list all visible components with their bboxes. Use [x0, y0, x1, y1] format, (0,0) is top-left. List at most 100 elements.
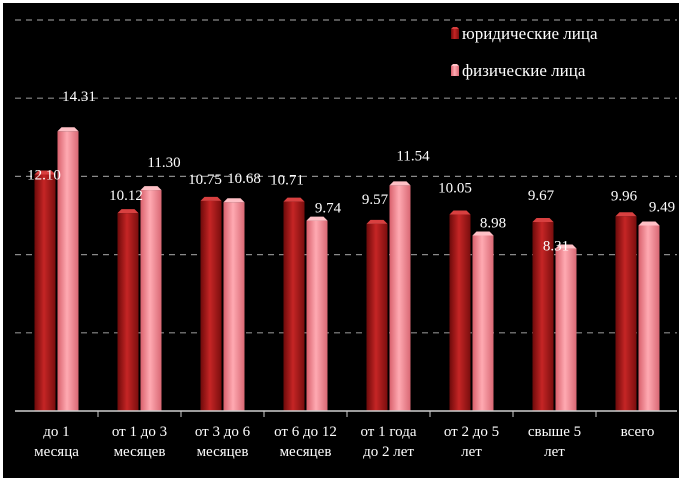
bar-legal [117, 209, 139, 411]
bar-top [638, 221, 660, 226]
bar-top [555, 244, 577, 249]
category-label-line: от 1 года [361, 424, 417, 440]
bar-body [306, 220, 328, 411]
bar-top [34, 170, 56, 175]
category-label-line: до 1 [43, 424, 69, 440]
bar-top [140, 186, 162, 191]
bar-body [389, 185, 411, 411]
bar-individual [472, 231, 494, 411]
data-label: 9.74 [315, 201, 342, 217]
chart-canvas: 12.10 14.31 10.12 11.30 10.75 10.68 10.71 9.74 9… [15, 19, 677, 460]
bar-body [283, 201, 305, 411]
category-label: от 3 до 6 месяцев [195, 424, 251, 460]
data-label: 8.98 [480, 215, 506, 231]
bar-legal [366, 219, 388, 411]
data-label: 9.96 [611, 188, 638, 204]
bar-body [615, 216, 637, 411]
category-label-line: от 3 до 6 [195, 424, 251, 440]
data-labels: 12.10 14.31 10.12 11.30 10.75 10.68 10.71 9.74 9… [27, 89, 675, 254]
bar-body [117, 213, 139, 411]
category-label: свыше 5 лет [528, 424, 581, 460]
data-label: 10.05 [438, 181, 472, 197]
bar-body [57, 131, 79, 411]
bar-top [366, 219, 388, 224]
category-label-line: лет [544, 444, 565, 460]
bar-top [306, 216, 328, 221]
bar-top [117, 209, 139, 214]
category-label: от 1 года до 2 лет [361, 424, 417, 460]
bar-body [200, 200, 222, 411]
category-label: до 1 месяца [34, 424, 79, 460]
bar-top [389, 181, 411, 186]
bar-top [283, 197, 305, 202]
data-label: 10.75 [188, 172, 222, 188]
data-label: 10.68 [227, 171, 261, 187]
data-label: 9.49 [649, 199, 675, 215]
legend-swatch-top [451, 27, 459, 29]
bar-top [449, 210, 471, 215]
category-label-line: всего [621, 424, 655, 440]
category-label-line: месяца [34, 444, 79, 460]
bar-legal [200, 196, 222, 411]
category-label-line: свыше 5 [528, 424, 581, 440]
legend-item: физические лица [451, 61, 586, 80]
bar-individual [306, 216, 328, 411]
bar-body [555, 248, 577, 411]
category-label-line: от 1 до 3 [112, 424, 167, 440]
category-label: от 6 до 12 месяцев [274, 424, 337, 460]
bar-legal [34, 170, 56, 411]
category-label: всего [621, 424, 655, 440]
x-axis: до 1 месяца от 1 до 3 месяцев от 3 до 6 месяц… [15, 410, 677, 460]
legend: юридические лица физические лица [451, 24, 598, 80]
data-label: 9.67 [528, 188, 555, 204]
data-label: 11.30 [147, 155, 180, 171]
bar-body [366, 223, 388, 411]
bar-body [532, 221, 554, 411]
bar-body [638, 225, 660, 411]
bar-legal [449, 210, 471, 411]
bar-body [472, 235, 494, 411]
bar-individual [638, 221, 660, 411]
bar-individual [223, 198, 245, 411]
legend-swatch [451, 29, 459, 39]
bar-top [223, 198, 245, 203]
bar-top [472, 231, 494, 236]
category-label: от 2 до 5 лет [444, 424, 499, 460]
bar-individual [57, 127, 79, 411]
data-label: 11.54 [396, 148, 430, 164]
bar-individual [555, 244, 577, 411]
data-label: 14.31 [62, 89, 96, 105]
bar-individual [389, 181, 411, 411]
data-label: 10.12 [109, 188, 143, 204]
category-label-line: от 2 до 5 [444, 424, 499, 440]
bar-chart: 12.10 14.31 10.12 11.30 10.75 10.68 10.71 9.74 9… [3, 3, 679, 478]
category-label-line: месяцев [197, 444, 249, 460]
bar-top [532, 217, 554, 222]
category-label-line: от 6 до 12 [274, 424, 337, 440]
bar-body [223, 202, 245, 411]
legend-label: физические лица [462, 61, 586, 80]
data-label: 8.31 [543, 239, 569, 255]
data-label: 9.57 [362, 192, 389, 208]
category-label-line: месяцев [280, 444, 332, 460]
category-label: от 1 до 3 месяцев [112, 424, 167, 460]
bar-body [449, 214, 471, 411]
bar-legal [532, 217, 554, 411]
bar-top [200, 196, 222, 201]
data-label: 10.71 [270, 173, 304, 189]
legend-item: юридические лица [451, 24, 598, 43]
category-label-line: лет [461, 444, 482, 460]
legend-swatch-top [451, 64, 459, 66]
category-label-line: до 2 лет [363, 444, 414, 460]
data-label: 12.10 [27, 167, 61, 183]
bar-body [34, 174, 56, 411]
legend-label: юридические лица [462, 24, 598, 43]
legend-swatch [451, 66, 459, 76]
bar-legal [283, 197, 305, 411]
bar-legal [615, 212, 637, 411]
category-label-line: месяцев [114, 444, 166, 460]
bar-body [140, 190, 162, 411]
bar-top [57, 127, 79, 132]
bar-top [615, 212, 637, 217]
bars [34, 127, 660, 411]
